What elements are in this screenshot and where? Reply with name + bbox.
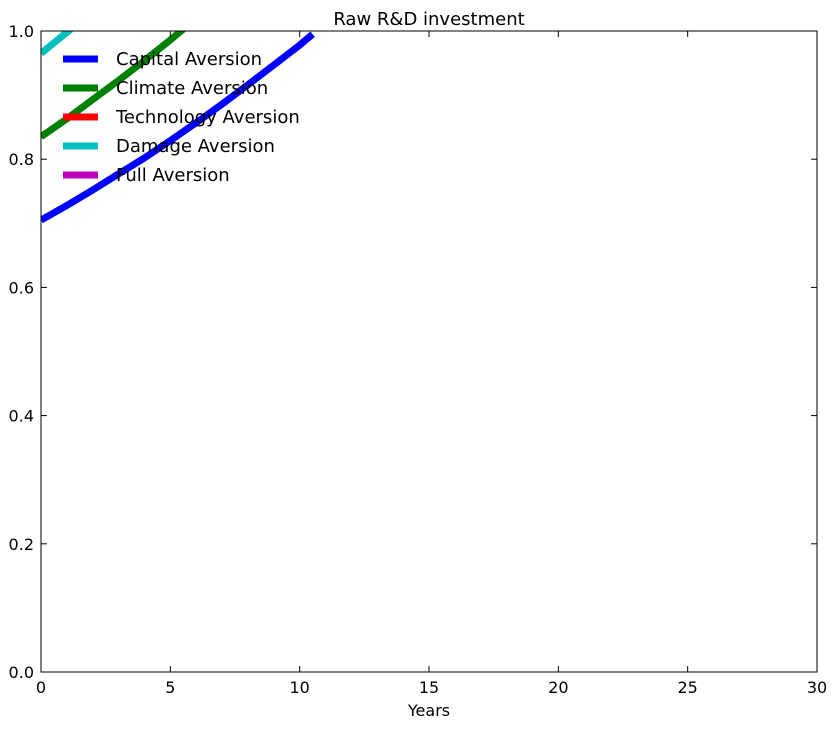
x-tick-label: 15 [419,678,439,697]
y-tick-label: 0.8 [9,150,34,169]
y-tick-label: 0.4 [9,407,34,426]
y-tick-label: 0.2 [9,535,34,554]
x-axis-label: Years [407,701,450,720]
y-tick-label: 0.6 [9,278,34,297]
x-tick-label: 20 [548,678,568,697]
x-tick-label: 30 [807,678,827,697]
x-tick-label: 5 [165,678,175,697]
series-line-3 [41,31,75,57]
x-tick-label: 0 [36,678,46,697]
legend: Capital Aversion Climate Aversion Technolo… [63,49,300,186]
legend-label-3: Damage Aversion [116,136,275,157]
series-line-0 [41,31,315,224]
legend-label-2: Technology Aversion [115,107,300,128]
y-tick-label: 1.0 [9,22,34,41]
x-tick-label: 25 [677,678,697,697]
plot-frame [40,30,818,673]
chart-title: Raw R&D investment [333,9,524,30]
x-tick-label: 10 [289,678,309,697]
legend-label-4: Full Aversion [116,165,230,186]
ticks-layer: 0 5 10 15 20 25 30 0.0 0.2 0.4 0.6 0.8 1.0 [9,22,828,697]
legend-label-0: Capital Aversion [116,49,262,70]
y-tick-label: 0.0 [9,663,34,682]
legend-label-1: Climate Aversion [116,78,268,99]
